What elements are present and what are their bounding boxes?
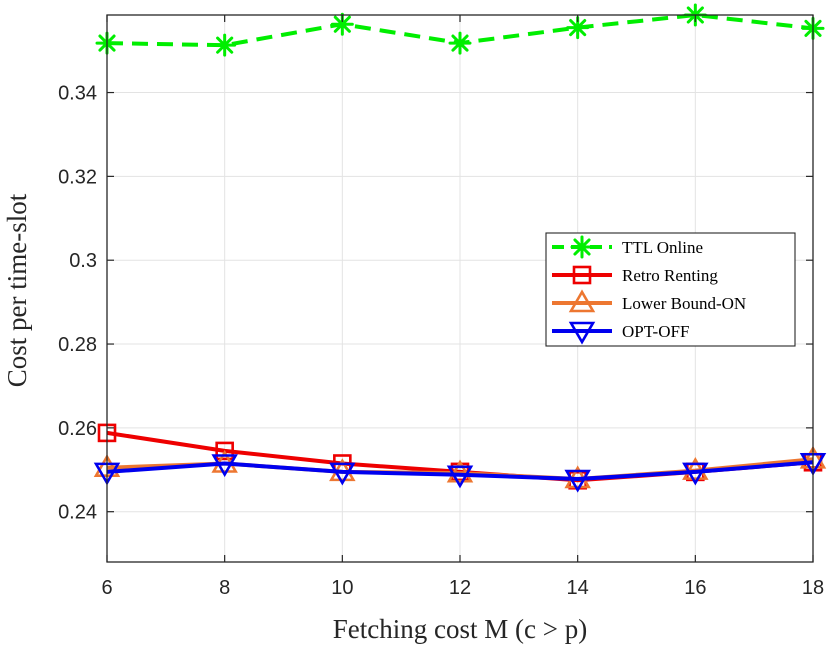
legend-label: Lower Bound-ON: [622, 294, 746, 313]
legend-marker: [572, 265, 592, 285]
y-tick-label: 0.34: [58, 83, 97, 105]
y-axis-label: Cost per time-slot: [2, 193, 32, 387]
x-tick-label: 6: [101, 577, 112, 599]
legend-item: Lower Bound-ON: [552, 289, 746, 313]
series-layer: [93, 3, 827, 493]
legend-marker: [568, 289, 596, 313]
data-point-marker: [329, 462, 356, 486]
legend-marker: [568, 321, 596, 345]
data-point-marker: [215, 441, 234, 461]
data-point-marker: [446, 459, 474, 483]
y-tick-label: 0.3: [69, 250, 97, 272]
legend-marker: [570, 235, 594, 259]
data-point-marker: [330, 12, 354, 36]
data-point-marker: [446, 465, 474, 489]
y-tick-label: 0.32: [58, 166, 97, 188]
legend-label: TTL Online: [622, 238, 703, 257]
legend-item: OPT-OFF: [552, 321, 689, 345]
data-point-marker: [213, 33, 237, 57]
x-tick-label: 8: [219, 577, 230, 599]
data-point-marker: [211, 454, 238, 478]
x-tick-label: 12: [449, 577, 471, 599]
data-point-marker: [448, 31, 472, 55]
data-point-marker: [566, 16, 590, 40]
data-point-marker: [682, 457, 709, 480]
y-tick-label: 0.24: [58, 502, 97, 524]
x-axis-label: Fetching cost M (c > p): [333, 614, 587, 644]
y-tick-label: 0.26: [58, 418, 97, 440]
legend-label: Retro Renting: [622, 266, 718, 285]
series-line: [106, 460, 814, 481]
x-tick-label: 18: [802, 577, 824, 599]
y-tick-label: 0.28: [58, 334, 97, 356]
legend-item: TTL Online: [552, 235, 703, 259]
x-tick-label: 14: [567, 577, 589, 599]
legend-label: OPT-OFF: [622, 322, 689, 341]
data-point-marker: [682, 462, 709, 486]
ticks: 6 8 10 12 14 16 18 0.24 0.26 0.28 0.3 0.32 0.34: [58, 15, 824, 599]
legend-item: Retro Renting: [552, 265, 718, 285]
x-tick-label: 16: [684, 577, 706, 599]
data-point-marker: [564, 469, 591, 493]
series-opt-off: [93, 452, 827, 493]
legend: TTL Online Retro Renting Lower Bound-ON OPT…: [545, 232, 796, 347]
x-tick-label: 10: [331, 577, 353, 599]
